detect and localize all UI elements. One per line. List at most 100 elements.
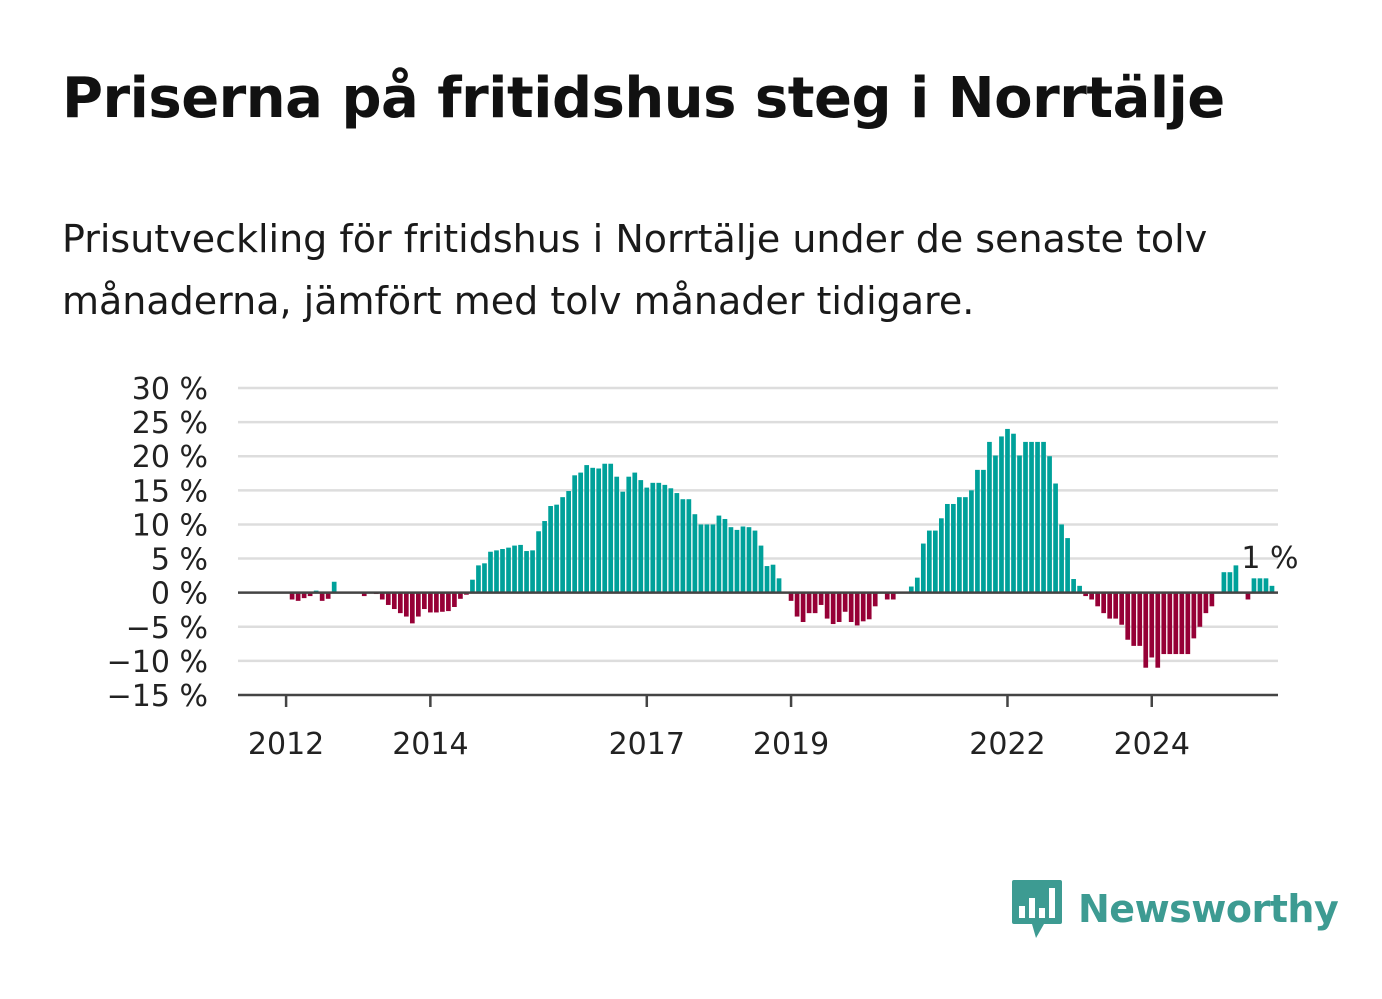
bar	[530, 550, 535, 593]
x-tick-label: 2024	[1114, 727, 1190, 762]
bar	[776, 578, 782, 593]
bar	[500, 549, 505, 593]
bar	[566, 491, 571, 593]
chart-subtitle: Prisutveckling för fritidshus i Norrtälj…	[62, 217, 1208, 323]
bar	[794, 592, 800, 617]
bar	[1095, 592, 1100, 607]
y-tick-label: −10 %	[107, 645, 208, 680]
bar	[854, 592, 860, 626]
bar	[860, 592, 866, 622]
bar	[981, 469, 986, 593]
y-axis-labels: 30 %25 %20 %15 %10 %5 %0 %−5 %−10 %−15 %	[107, 372, 208, 714]
bar	[644, 487, 650, 593]
bars	[289, 428, 1275, 668]
bar	[470, 579, 475, 593]
bar	[770, 564, 776, 593]
bar	[686, 499, 692, 593]
bar	[542, 521, 547, 593]
bar	[1077, 585, 1082, 593]
bar	[608, 463, 614, 593]
y-tick-label: 10 %	[132, 508, 208, 543]
bar	[494, 550, 499, 593]
bar	[1071, 579, 1076, 593]
bar	[746, 527, 752, 593]
bar	[848, 592, 854, 623]
bar	[1167, 592, 1173, 655]
bar	[488, 551, 493, 593]
bar	[1023, 441, 1028, 593]
x-tick-label: 2017	[609, 727, 685, 762]
bar	[1161, 592, 1167, 655]
gridlines	[238, 386, 1278, 663]
bar	[548, 506, 553, 593]
bar	[993, 455, 998, 593]
bar	[1041, 441, 1046, 593]
bar	[524, 551, 529, 593]
bar	[614, 476, 620, 593]
bar	[704, 524, 710, 593]
bar	[1083, 592, 1088, 597]
bar	[301, 592, 307, 599]
bar	[987, 441, 992, 593]
bar	[1203, 592, 1209, 614]
bar	[319, 592, 325, 601]
bar	[1101, 592, 1107, 614]
bar	[428, 592, 433, 613]
bar	[385, 592, 391, 605]
bar	[818, 592, 824, 605]
bar	[914, 577, 920, 593]
bar	[830, 592, 836, 625]
bar	[1065, 538, 1070, 593]
x-tick-label: 2014	[392, 727, 468, 762]
bar	[596, 468, 602, 593]
y-tick-label: −5 %	[126, 611, 208, 646]
bar	[307, 592, 313, 597]
y-tick-label: −15 %	[107, 679, 208, 714]
bar	[812, 592, 818, 614]
bar	[1143, 592, 1149, 668]
bar	[512, 545, 517, 593]
last-value-label: 1 %	[1241, 541, 1298, 576]
bar	[325, 592, 331, 599]
bar	[1131, 592, 1137, 646]
bar	[403, 592, 409, 617]
bar	[680, 499, 686, 593]
y-tick-label: 20 %	[132, 440, 208, 475]
bar	[602, 463, 608, 593]
bar	[836, 592, 842, 623]
bar	[674, 493, 680, 593]
bar	[734, 529, 740, 593]
bar	[999, 436, 1004, 593]
bar	[740, 526, 746, 593]
bar	[518, 544, 523, 593]
bar	[842, 592, 848, 612]
bar	[1191, 592, 1197, 639]
x-tick-label: 2012	[248, 727, 324, 762]
y-tick-label: 15 %	[132, 474, 208, 509]
bar	[554, 504, 559, 593]
bar	[1107, 592, 1113, 619]
bar	[722, 518, 728, 593]
bar	[440, 592, 445, 612]
bar	[295, 592, 301, 601]
bar	[446, 592, 451, 612]
bar	[926, 530, 932, 593]
bar	[866, 592, 872, 620]
bar	[632, 472, 638, 593]
axes	[238, 591, 1278, 707]
bar	[422, 592, 427, 610]
bar	[1173, 592, 1179, 655]
bar	[1197, 592, 1203, 627]
bar	[1221, 572, 1227, 593]
bar	[626, 476, 632, 593]
bar	[397, 592, 403, 614]
bar	[1185, 592, 1191, 655]
bar	[1263, 578, 1269, 593]
bar	[945, 503, 950, 593]
bar	[536, 531, 541, 593]
bar	[872, 592, 878, 607]
bar	[578, 472, 583, 593]
bar	[1029, 441, 1034, 593]
chart-title: Priserna på fritidshus steg i Norrtälje	[62, 66, 1225, 131]
bar	[933, 530, 938, 593]
